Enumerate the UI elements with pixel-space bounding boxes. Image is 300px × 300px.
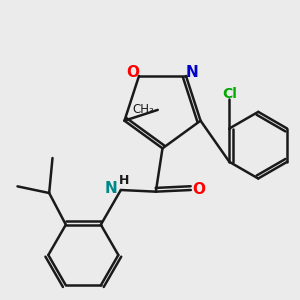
Text: O: O [127,65,140,80]
Text: Cl: Cl [222,86,237,100]
Text: H: H [119,174,129,187]
Text: O: O [193,182,206,197]
Text: CH₃: CH₃ [133,103,154,116]
Text: N: N [105,181,118,196]
Text: N: N [185,65,198,80]
